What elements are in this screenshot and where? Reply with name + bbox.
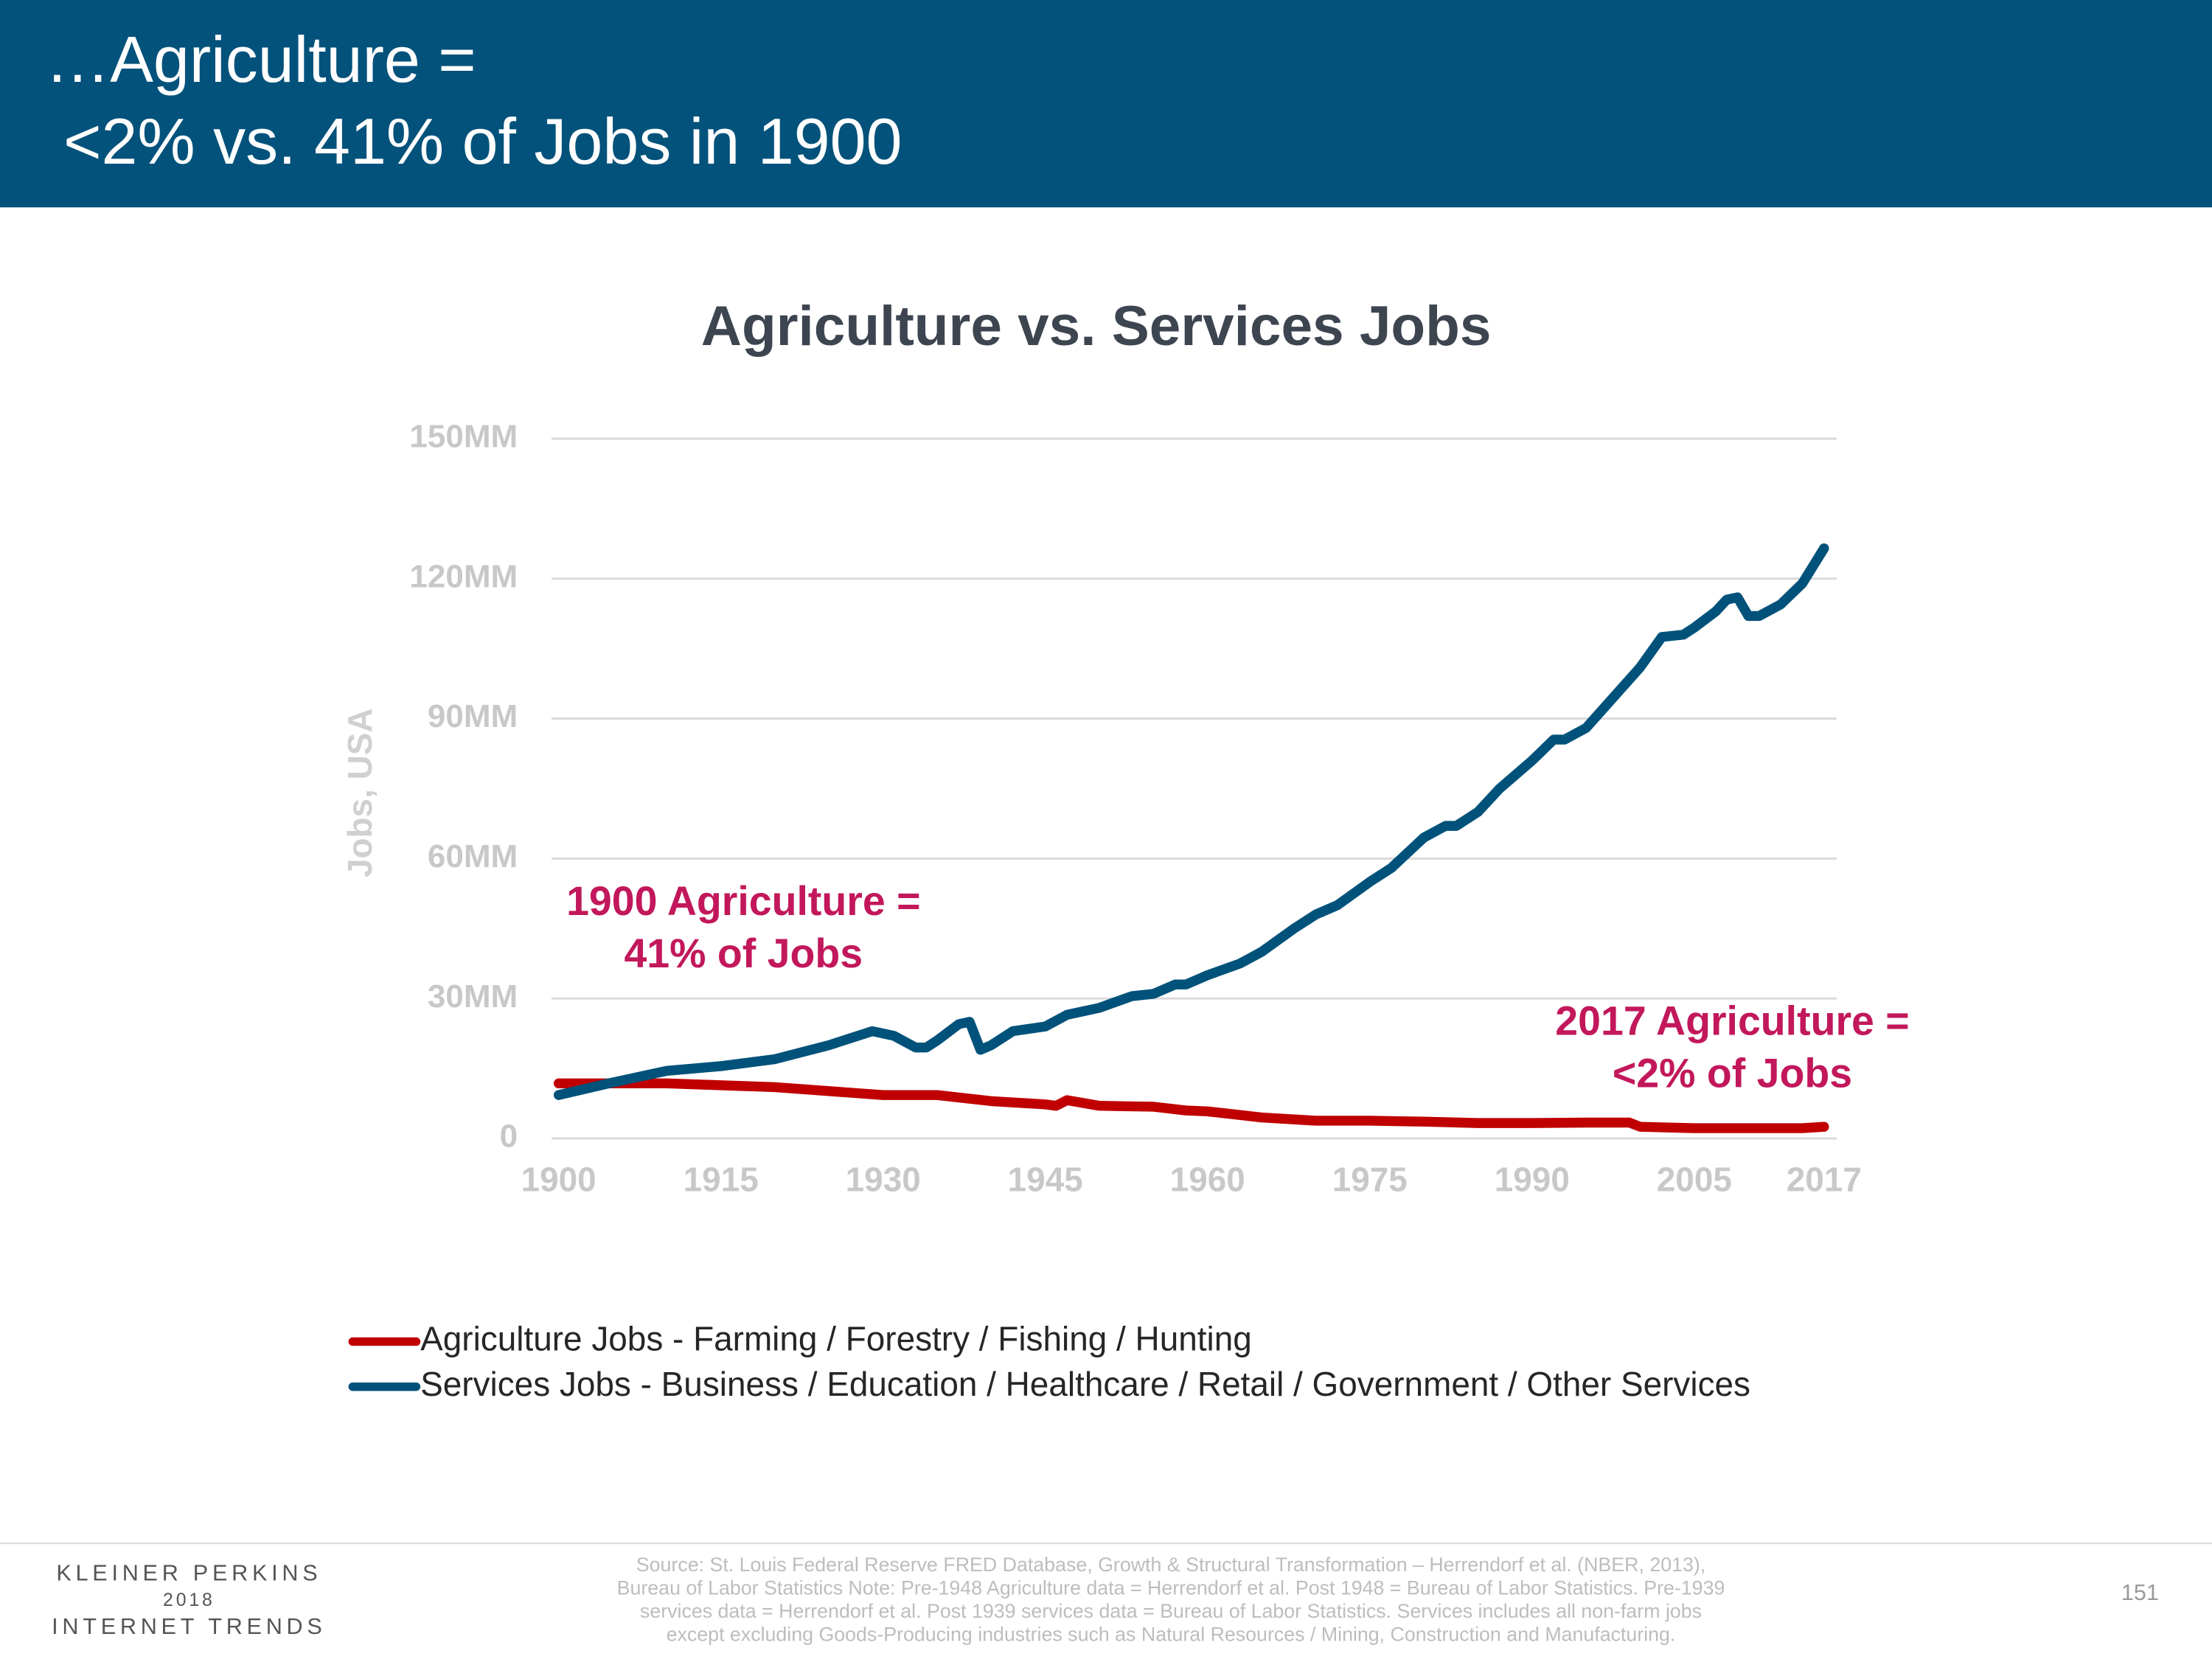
legend-label: Services Jobs - Business / Education / H… xyxy=(420,1365,1750,1403)
x-tick-label: 1975 xyxy=(1332,1160,1408,1198)
x-tick-label: 1900 xyxy=(521,1160,597,1198)
chart-title: Agriculture vs. Services Jobs xyxy=(701,295,1492,358)
source-note: services data = Herrendorf et al. Post 1… xyxy=(640,1600,1702,1622)
y-tick-label: 150MM xyxy=(409,419,518,455)
x-tick-label: 1915 xyxy=(684,1160,759,1198)
y-tick-label: 0 xyxy=(500,1119,518,1155)
logo-text: INTERNET TRENDS xyxy=(52,1614,326,1639)
header-bar xyxy=(0,0,2212,208)
annotation: 1900 Agriculture = xyxy=(566,878,920,924)
source-note: except excluding Goods-Producing industr… xyxy=(667,1624,1676,1646)
source-note: Bureau of Labor Statistics Note: Pre-194… xyxy=(617,1576,1725,1599)
logo-text: 2018 xyxy=(163,1590,215,1610)
y-tick-label: 30MM xyxy=(428,978,518,1015)
page-number: 151 xyxy=(2121,1580,2159,1605)
slide-title: <2% vs. 41% of Jobs in 1900 xyxy=(63,105,902,178)
slide-title: …Agriculture = xyxy=(45,23,476,96)
series-line xyxy=(553,1078,1829,1133)
x-tick-label: 1960 xyxy=(1170,1160,1245,1198)
annotation: 2017 Agriculture = xyxy=(1555,998,1909,1044)
x-tick-label: 2005 xyxy=(1657,1160,1732,1198)
legend-label: Agriculture Jobs - Farming / Forestry / … xyxy=(420,1320,1252,1358)
x-tick-label: 1930 xyxy=(846,1160,921,1198)
x-tick-label: 1990 xyxy=(1495,1160,1570,1198)
y-tick-label: 90MM xyxy=(428,698,518,734)
x-tick-label: 1945 xyxy=(1008,1160,1083,1198)
annotation: 41% of Jobs xyxy=(624,931,863,976)
y-tick-label: 60MM xyxy=(428,838,518,874)
x-tick-label: 2017 xyxy=(1787,1160,1862,1198)
source-note: Source: St. Louis Federal Reserve FRED D… xyxy=(636,1554,1705,1576)
y-axis-label: Jobs, USA xyxy=(341,708,379,877)
y-tick-label: 120MM xyxy=(409,558,518,594)
annotation: <2% of Jobs xyxy=(1613,1050,1852,1096)
series-line xyxy=(553,543,1829,1100)
logo-text: KLEINER PERKINS xyxy=(56,1560,321,1585)
